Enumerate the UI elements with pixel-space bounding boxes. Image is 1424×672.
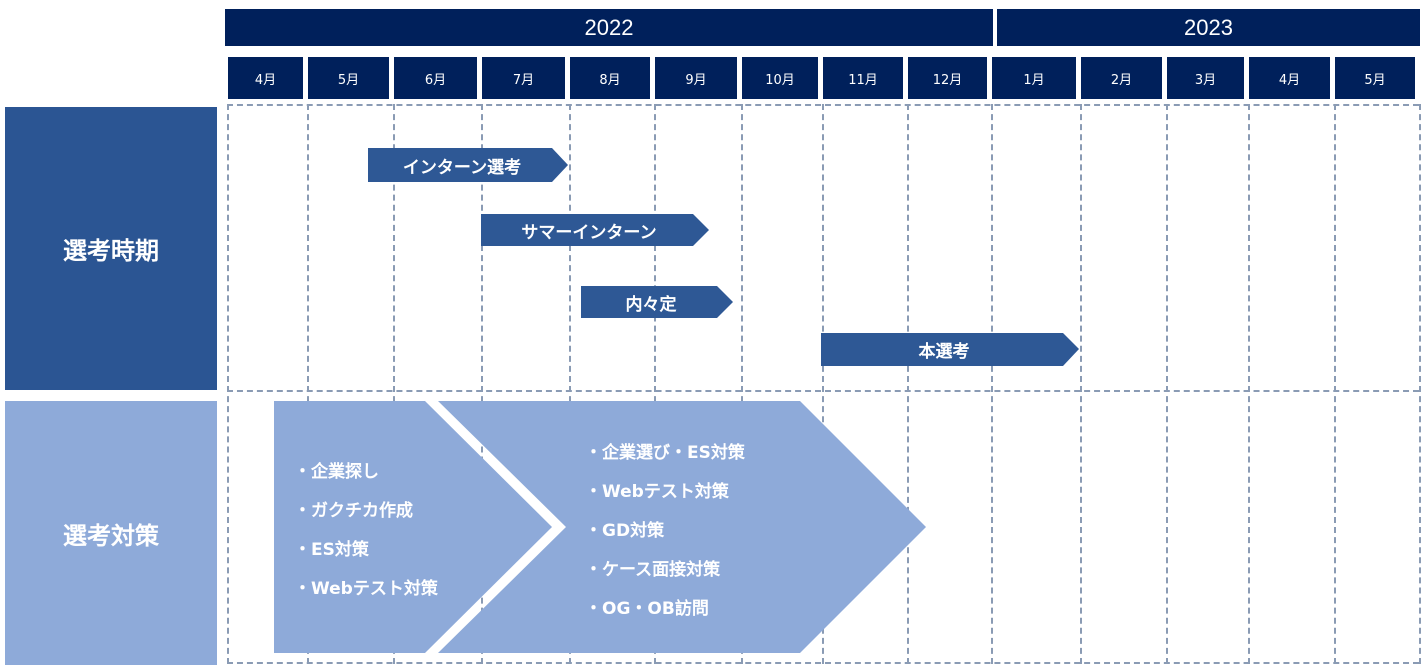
grid-column-line	[393, 104, 395, 664]
year-header-2023: 2023	[997, 9, 1420, 46]
grid-column-line	[822, 104, 824, 664]
prep-phase2-list: ・企業選び・ES対策 ・Webテスト対策 ・GD対策 ・ケース面接対策 ・OG・…	[585, 434, 745, 629]
month-header: 6月	[394, 57, 477, 99]
grid-column-line	[569, 104, 571, 664]
grid-column-line	[1080, 104, 1082, 664]
grid-row-line	[227, 104, 1419, 106]
bar-summer-intern: サマーインターン	[481, 214, 709, 246]
month-header: 9月	[655, 57, 737, 99]
month-header: 2月	[1081, 57, 1162, 99]
bar-main-selection: 本選考	[821, 333, 1079, 366]
month-header: 1月	[992, 57, 1076, 99]
bar-naitei: 内々定	[581, 286, 733, 318]
prep-item: ・企業探し	[294, 462, 379, 482]
grid-row-line	[227, 662, 1419, 664]
grid-column-line	[741, 104, 743, 664]
prep-item: ・ガクチカ作成	[294, 501, 413, 521]
grid-column-line	[1334, 104, 1336, 664]
row-label-prep: 選考対策	[5, 401, 217, 665]
grid-column-line	[481, 104, 483, 664]
grid-column-line	[991, 104, 993, 664]
month-header: 5月	[1335, 57, 1415, 99]
prep-item: ・ES対策	[294, 540, 369, 560]
grid-column-line	[1248, 104, 1250, 664]
month-header: 8月	[570, 57, 650, 99]
grid-column-line	[654, 104, 656, 664]
prep-item: ・OG・OB訪問	[585, 599, 709, 619]
month-header: 5月	[308, 57, 389, 99]
prep-item: ・Webテスト対策	[294, 579, 438, 599]
month-header: 10月	[742, 57, 818, 99]
row-label-schedule: 選考時期	[5, 107, 217, 390]
month-header: 11月	[823, 57, 903, 99]
month-header: 4月	[228, 57, 303, 99]
year-header-2022: 2022	[225, 9, 993, 46]
grid-column-line	[307, 104, 309, 664]
prep-item: ・企業選び・ES対策	[585, 443, 745, 463]
month-header: 3月	[1167, 57, 1244, 99]
grid-row-line	[227, 390, 1419, 392]
grid-column-line	[1419, 104, 1421, 664]
grid-column-line	[1166, 104, 1168, 664]
prep-item: ・GD対策	[585, 521, 665, 541]
month-header: 12月	[908, 57, 987, 99]
prep-phase1-list: ・企業探し ・ガクチカ作成 ・ES対策 ・Webテスト対策	[294, 453, 438, 609]
month-header: 4月	[1249, 57, 1330, 99]
prep-item: ・Webテスト対策	[585, 482, 729, 502]
month-header: 7月	[482, 57, 565, 99]
grid-column-line	[907, 104, 909, 664]
prep-item: ・ケース面接対策	[585, 560, 721, 580]
bar-intern-selection: インターン選考	[368, 148, 568, 182]
prep-phase1-arrow	[274, 401, 552, 653]
prep-phase2-arrow	[438, 401, 926, 653]
grid-column-line	[227, 104, 229, 664]
